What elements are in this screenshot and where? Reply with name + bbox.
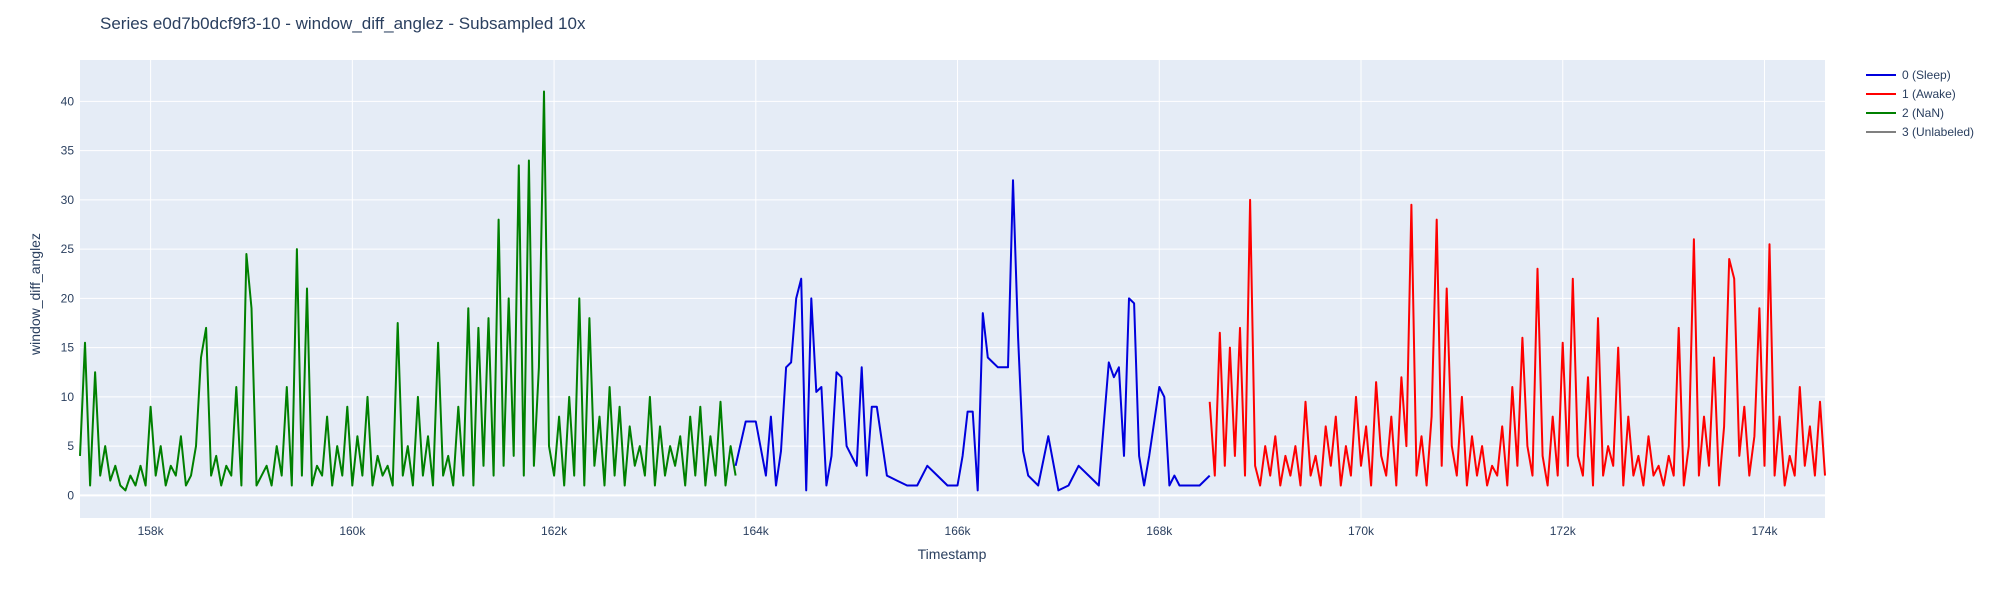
y-tick-label: 40 bbox=[61, 94, 75, 108]
series-line-0 bbox=[734, 179, 1211, 492]
chart-title: Series e0d7b0dcf9f3-10 - window_diff_ang… bbox=[100, 14, 586, 33]
series-line-2 bbox=[79, 90, 737, 492]
y-axis-title: window_diff_anglez bbox=[27, 233, 43, 356]
legend-label: 1 (Awake) bbox=[1902, 87, 1956, 101]
x-tick-label: 162k bbox=[541, 524, 568, 538]
y-tick-label: 15 bbox=[61, 341, 75, 355]
series-layer bbox=[79, 90, 1826, 492]
legend-item[interactable]: 1 (Awake) bbox=[1866, 87, 1956, 101]
y-tick-label: 10 bbox=[61, 390, 75, 404]
legend[interactable]: 0 (Sleep) 1 (Awake) 2 (NaN) 3 (Unlabeled) bbox=[1866, 68, 1974, 139]
series-line-1 bbox=[1208, 198, 1826, 487]
y-tick-labels: 0 5 10 15 20 25 30 35 40 bbox=[61, 94, 75, 502]
y-tick-label: 30 bbox=[61, 193, 75, 207]
legend-item[interactable]: 2 (NaN) bbox=[1866, 106, 1944, 120]
legend-item[interactable]: 0 (Sleep) bbox=[1866, 68, 1951, 82]
x-tick-label: 164k bbox=[743, 524, 770, 538]
x-tick-label: 172k bbox=[1550, 524, 1577, 538]
y-tick-label: 0 bbox=[67, 488, 74, 502]
x-tick-label: 166k bbox=[945, 524, 972, 538]
plot-area bbox=[80, 60, 1825, 518]
legend-item[interactable]: 3 (Unlabeled) bbox=[1866, 125, 1974, 139]
x-gridlines bbox=[150, 60, 1765, 518]
x-axis-title: Timestamp bbox=[918, 546, 987, 562]
legend-label: 0 (Sleep) bbox=[1902, 68, 1951, 82]
y-tick-label: 20 bbox=[61, 291, 75, 305]
x-tick-labels: 158k 160k 162k 164k 166k 168k 170k 172k 174k bbox=[138, 524, 1779, 538]
x-tick-label: 160k bbox=[339, 524, 366, 538]
y-tick-label: 5 bbox=[67, 439, 74, 453]
y-tick-label: 35 bbox=[61, 144, 75, 158]
y-tick-label: 25 bbox=[61, 242, 75, 256]
legend-label: 2 (NaN) bbox=[1902, 106, 1944, 120]
x-tick-label: 158k bbox=[138, 524, 165, 538]
legend-label: 3 (Unlabeled) bbox=[1902, 125, 1974, 139]
x-tick-label: 174k bbox=[1751, 524, 1778, 538]
x-tick-label: 170k bbox=[1348, 524, 1375, 538]
x-tick-label: 168k bbox=[1146, 524, 1173, 538]
